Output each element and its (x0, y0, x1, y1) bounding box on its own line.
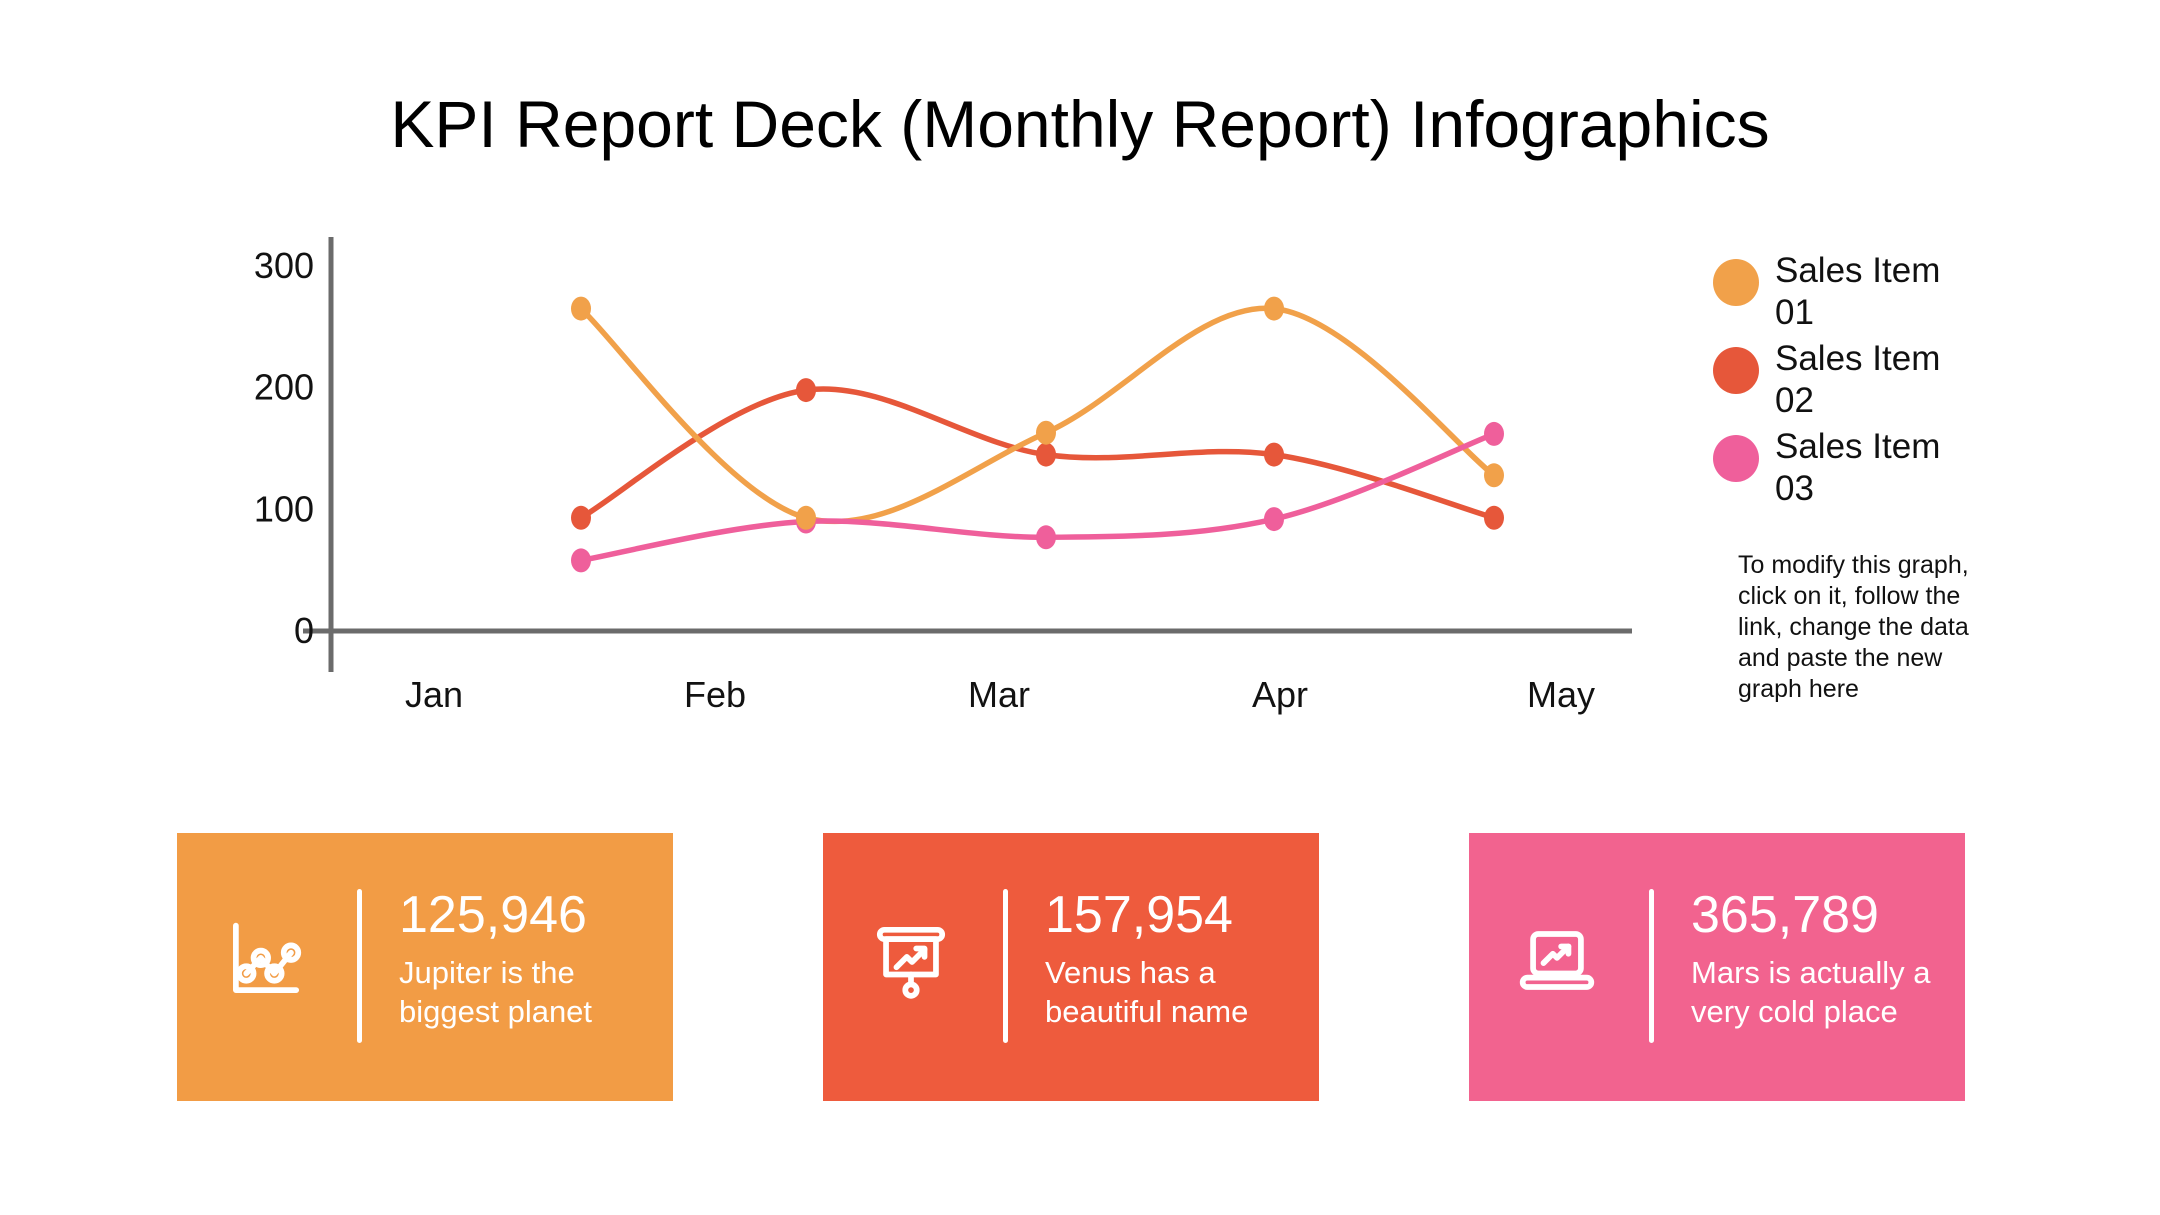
kpi-caption: Jupiter is the biggest planet (399, 955, 593, 1029)
data-point-series-2 (571, 505, 591, 530)
data-point-series-1 (1484, 463, 1504, 488)
card-divider (357, 889, 362, 1043)
y-axis-labels: 0 100 200 300 (254, 245, 314, 651)
kpi-value: 125,946 (399, 886, 587, 944)
legend-item-sales-item-03: Sales Item 03 (1713, 426, 2013, 510)
data-point-series-1 (1264, 296, 1284, 321)
data-point-series-3 (1264, 507, 1284, 532)
laptop-chart-icon (1505, 909, 1609, 1013)
line-chart-icon (213, 909, 317, 1013)
x-axis-labels: Jan Feb Mar Apr May (405, 674, 1595, 715)
y-tick-label: 300 (254, 245, 314, 286)
legend-dot-sales-item-01-icon (1713, 259, 1759, 306)
data-point-series-2 (1484, 505, 1504, 530)
legend-label: Sales Item 01 (1775, 251, 1941, 332)
data-point-series-1 (796, 505, 816, 530)
card-divider (1649, 889, 1654, 1043)
presentation-chart-icon (859, 909, 963, 1013)
page-title: KPI Report Deck (Monthly Report) Infogra… (390, 87, 1770, 161)
data-point-series-2 (1036, 442, 1056, 467)
x-tick-label: Jan (405, 674, 463, 715)
kpi-caption: Venus has a beautiful name (1045, 955, 1249, 1029)
x-tick-label: Feb (684, 674, 746, 715)
kpi-value: 157,954 (1045, 886, 1233, 944)
y-tick-label: 0 (294, 610, 314, 651)
x-tick-label: Apr (1252, 674, 1308, 715)
kpi-value: 365,789 (1691, 886, 1879, 944)
data-point-series-3 (1036, 525, 1056, 550)
x-tick-label: May (1527, 674, 1595, 715)
data-point-series-1 (571, 296, 591, 321)
x-tick-label: Mar (968, 674, 1030, 715)
data-point-series-3 (571, 548, 591, 573)
data-point-series-2 (796, 378, 816, 403)
legend-item-sales-item-01: Sales Item 01 (1713, 250, 2013, 334)
legend-item-sales-item-02: Sales Item 02 (1713, 338, 2013, 422)
data-point-series-3 (1484, 421, 1504, 446)
graph-edit-note: To modify this graph, click on it, follo… (1738, 551, 1969, 703)
kpi-card-mars: 365,789 Mars is actually a very cold pla… (1469, 833, 1965, 1101)
series-markers (571, 296, 1504, 573)
card-divider (1003, 889, 1008, 1043)
legend-dot-sales-item-03-icon (1713, 435, 1759, 482)
kpi-caption: Mars is actually a very cold place (1691, 955, 1931, 1029)
legend-dot-sales-item-02-icon (1713, 347, 1759, 394)
data-point-series-2 (1264, 442, 1284, 467)
axes (303, 237, 1632, 672)
kpi-card-venus: 157,954 Venus has a beautiful name (823, 833, 1319, 1101)
data-point-series-1 (1036, 420, 1056, 445)
y-tick-label: 100 (254, 488, 314, 529)
legend-label: Sales Item 02 (1775, 339, 1941, 420)
kpi-card-jupiter: 125,946 Jupiter is the biggest planet (177, 833, 673, 1101)
legend-label: Sales Item 03 (1775, 427, 1941, 508)
chart-legend: Sales Item 01 Sales Item 02 Sales Item 0… (1713, 250, 2013, 514)
y-tick-label: 200 (254, 367, 314, 408)
